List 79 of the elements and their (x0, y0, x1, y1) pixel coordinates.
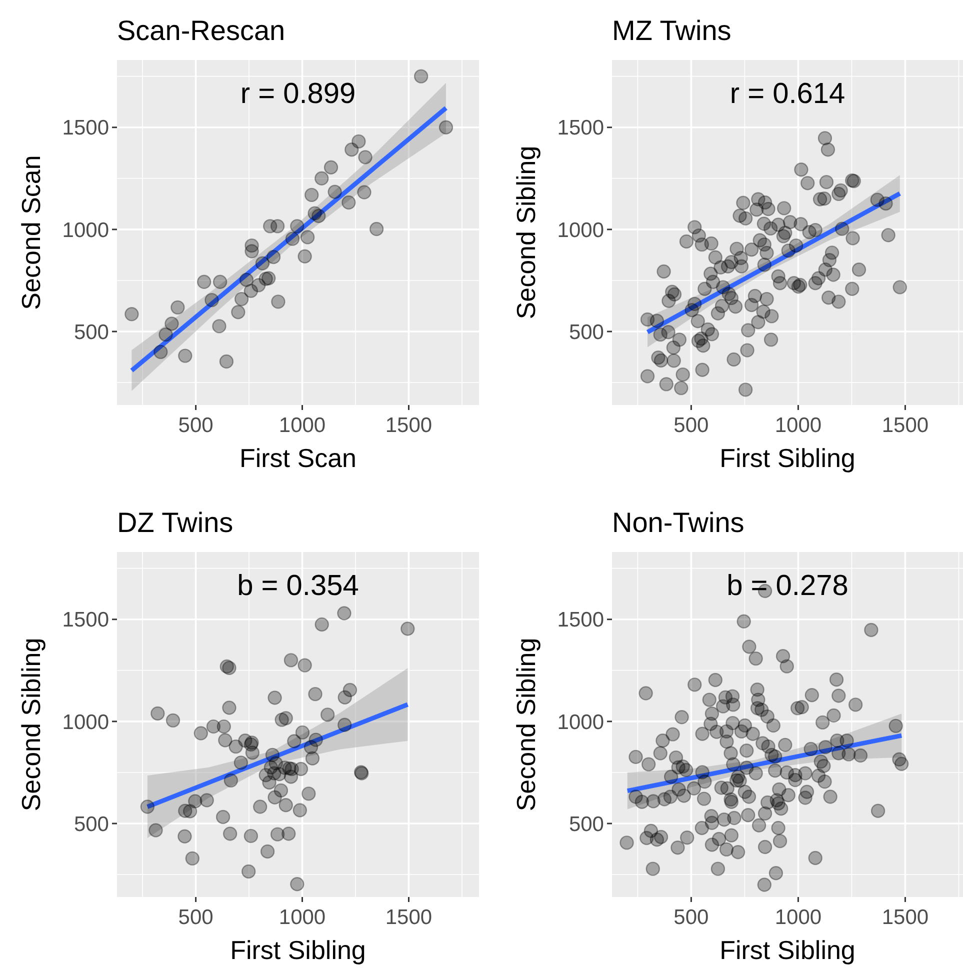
y-tick-label: 1000 (557, 710, 604, 734)
point (324, 160, 338, 174)
point (164, 316, 179, 331)
y-tick-label: 1500 (557, 116, 604, 140)
annotation: b = 0.354 (237, 570, 359, 602)
x-axis-title: First Sibling (230, 935, 366, 965)
point (255, 256, 270, 270)
point (358, 150, 372, 164)
point (300, 230, 315, 244)
y-tick-label: 1000 (62, 710, 109, 734)
point (312, 208, 326, 224)
point (178, 348, 192, 363)
y-axis-title: Second Scan (16, 155, 46, 310)
point (158, 327, 173, 342)
chart-title: Non-Twins (612, 507, 744, 538)
point (290, 219, 304, 234)
y-tick-label: 1000 (62, 218, 109, 242)
y-tick-label: 1000 (557, 218, 604, 242)
y-tick-label: 1500 (557, 608, 604, 632)
point (212, 319, 226, 334)
x-axis-title: First Sibling (720, 935, 856, 965)
point (298, 249, 312, 264)
annotation: r = 0.899 (240, 78, 356, 110)
point (219, 354, 234, 369)
point (344, 142, 359, 157)
line-series (645, 191, 902, 334)
point (304, 188, 319, 202)
point (170, 300, 185, 315)
point (271, 294, 286, 309)
point (357, 185, 372, 200)
y-tick-label: 500 (74, 812, 109, 836)
y-axis-title: Second Sibling (16, 638, 46, 812)
point (244, 284, 258, 298)
chart-title: Scan-Rescan (117, 15, 286, 46)
y-tick-label: 500 (568, 320, 604, 344)
point (124, 307, 139, 322)
point (285, 232, 300, 246)
y-tick-label: 1500 (62, 608, 109, 632)
point (314, 171, 329, 186)
point (369, 222, 384, 236)
point (212, 274, 228, 289)
x-axis-title: First Scan (239, 443, 357, 473)
y-tick-label: 500 (568, 812, 604, 836)
x-tick-label: 500 (674, 414, 709, 437)
x-tick-label: 1000 (278, 414, 326, 437)
x-tick-label: 500 (674, 906, 709, 929)
point (262, 271, 276, 286)
x-tick-label: 500 (178, 906, 214, 929)
line-series (625, 733, 904, 794)
y-axis-title: Second Sibling (511, 638, 541, 812)
annotation: b = 0.278 (726, 570, 848, 602)
point (342, 195, 356, 210)
x-tick-label: 1500 (385, 414, 432, 437)
annotation: r = 0.614 (730, 78, 846, 110)
chart-title: MZ Twins (612, 15, 732, 46)
x-tick-label: 500 (178, 414, 214, 437)
x-tick-label: 1500 (882, 906, 929, 929)
x-tick-label: 1000 (774, 414, 822, 437)
point (239, 272, 254, 287)
y-tick-label: 500 (74, 320, 109, 344)
y-axis-title: Second Sibling (511, 146, 541, 320)
point (266, 250, 281, 264)
y-tick-label: 1500 (62, 116, 109, 140)
x-tick-label: 1000 (278, 906, 326, 929)
point (244, 244, 259, 258)
x-axis-title: First Sibling (720, 443, 856, 473)
x-tick-label: 1500 (882, 414, 929, 437)
x-tick-label: 1500 (385, 906, 432, 929)
point (438, 120, 454, 134)
point (204, 292, 219, 308)
x-tick-label: 1000 (774, 906, 822, 929)
point (328, 184, 342, 199)
point (231, 305, 246, 320)
point (414, 69, 428, 84)
point (234, 292, 249, 306)
chart-title: DZ Twins (117, 507, 234, 538)
point (270, 219, 285, 234)
point (154, 344, 168, 360)
point (196, 274, 212, 289)
